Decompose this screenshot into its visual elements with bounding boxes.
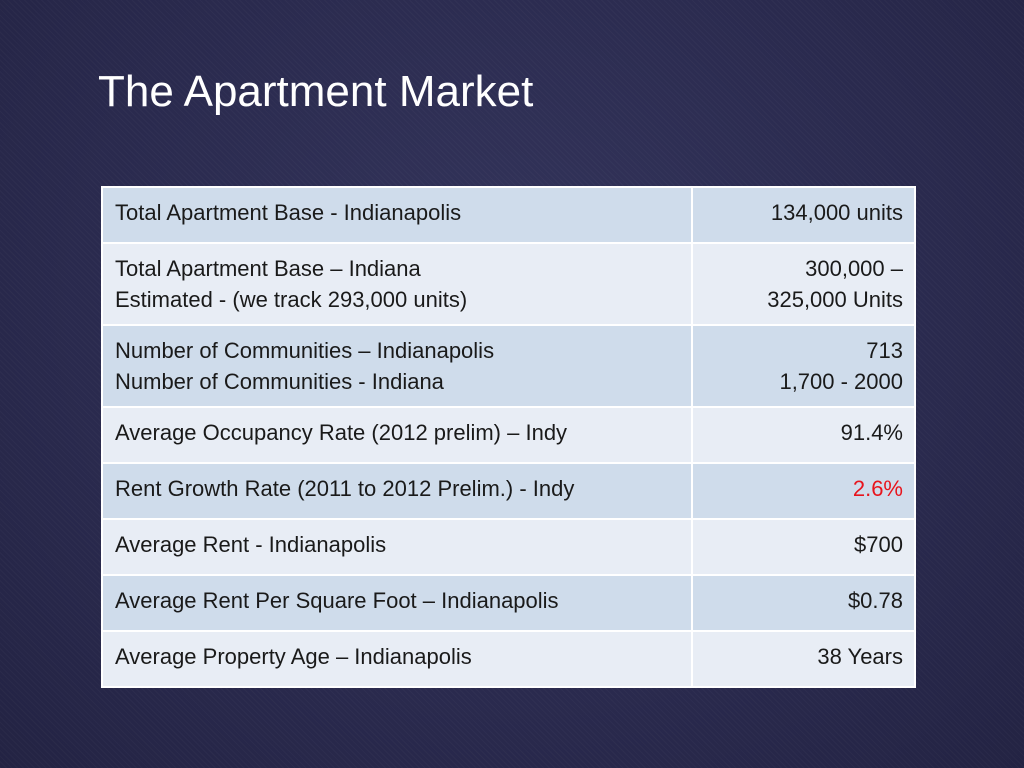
row-value-line: 1,700 - 2000 — [779, 369, 903, 394]
row-label-line: Average Occupancy Rate (2012 prelim) – I… — [115, 420, 568, 445]
row-value-line: $700 — [854, 532, 903, 557]
row-value: $0.78 — [691, 574, 916, 632]
table-row: Average Property Age – Indianapolis 38 Y… — [101, 630, 916, 688]
row-value: 300,000 – 325,000 Units — [691, 242, 916, 326]
table-row: Total Apartment Base – Indiana Estimated… — [101, 242, 916, 326]
row-label: Average Rent Per Square Foot – Indianapo… — [101, 574, 693, 632]
table-row: Number of Communities – Indianapolis Num… — [101, 324, 916, 408]
row-label: Total Apartment Base – Indiana Estimated… — [101, 242, 693, 326]
row-value: 2.6% — [691, 462, 916, 520]
row-value: $700 — [691, 518, 916, 576]
apartment-market-table: Total Apartment Base - Indianapolis 134,… — [101, 186, 916, 688]
table-row: Rent Growth Rate (2011 to 2012 Prelim.) … — [101, 462, 916, 520]
row-value-line: 300,000 – — [805, 256, 903, 281]
row-value: 713 1,700 - 2000 — [691, 324, 916, 408]
row-label-line: Estimated - (we track 293,000 units) — [115, 287, 468, 312]
row-label: Average Property Age – Indianapolis — [101, 630, 693, 688]
row-label-line: Average Property Age – Indianapolis — [115, 644, 472, 669]
table-row: Average Rent - Indianapolis $700 — [101, 518, 916, 576]
row-label: Number of Communities – Indianapolis Num… — [101, 324, 693, 408]
row-label-line: Number of Communities – Indianapolis — [115, 338, 495, 363]
table-row: Total Apartment Base - Indianapolis 134,… — [101, 186, 916, 244]
row-value-line: 713 — [866, 338, 903, 363]
row-label-line: Average Rent - Indianapolis — [115, 532, 387, 557]
row-value-line: 38 Years — [817, 644, 903, 669]
row-label-line: Rent Growth Rate (2011 to 2012 Prelim.) … — [115, 476, 575, 501]
table-row: Average Rent Per Square Foot – Indianapo… — [101, 574, 916, 632]
row-label: Average Rent - Indianapolis — [101, 518, 693, 576]
row-value-line: 325,000 Units — [767, 287, 903, 312]
row-label: Total Apartment Base - Indianapolis — [101, 186, 693, 244]
row-label-line: Number of Communities - Indiana — [115, 369, 444, 394]
row-value-line: 134,000 units — [770, 200, 903, 225]
rent-growth-value: 2.6% — [852, 476, 903, 501]
table-row: Average Occupancy Rate (2012 prelim) – I… — [101, 406, 916, 464]
row-label-line: Total Apartment Base - Indianapolis — [115, 200, 462, 225]
row-value-line: 91.4% — [840, 420, 903, 445]
slide-title: The Apartment Market — [98, 67, 534, 116]
row-value-line: $0.78 — [847, 588, 903, 613]
row-label-line: Total Apartment Base – Indiana — [115, 256, 421, 281]
row-value: 91.4% — [691, 406, 916, 464]
row-label-line: Average Rent Per Square Foot – Indianapo… — [115, 588, 559, 613]
row-label: Rent Growth Rate (2011 to 2012 Prelim.) … — [101, 462, 693, 520]
row-label: Average Occupancy Rate (2012 prelim) – I… — [101, 406, 693, 464]
row-value: 134,000 units — [691, 186, 916, 244]
row-value: 38 Years — [691, 630, 916, 688]
